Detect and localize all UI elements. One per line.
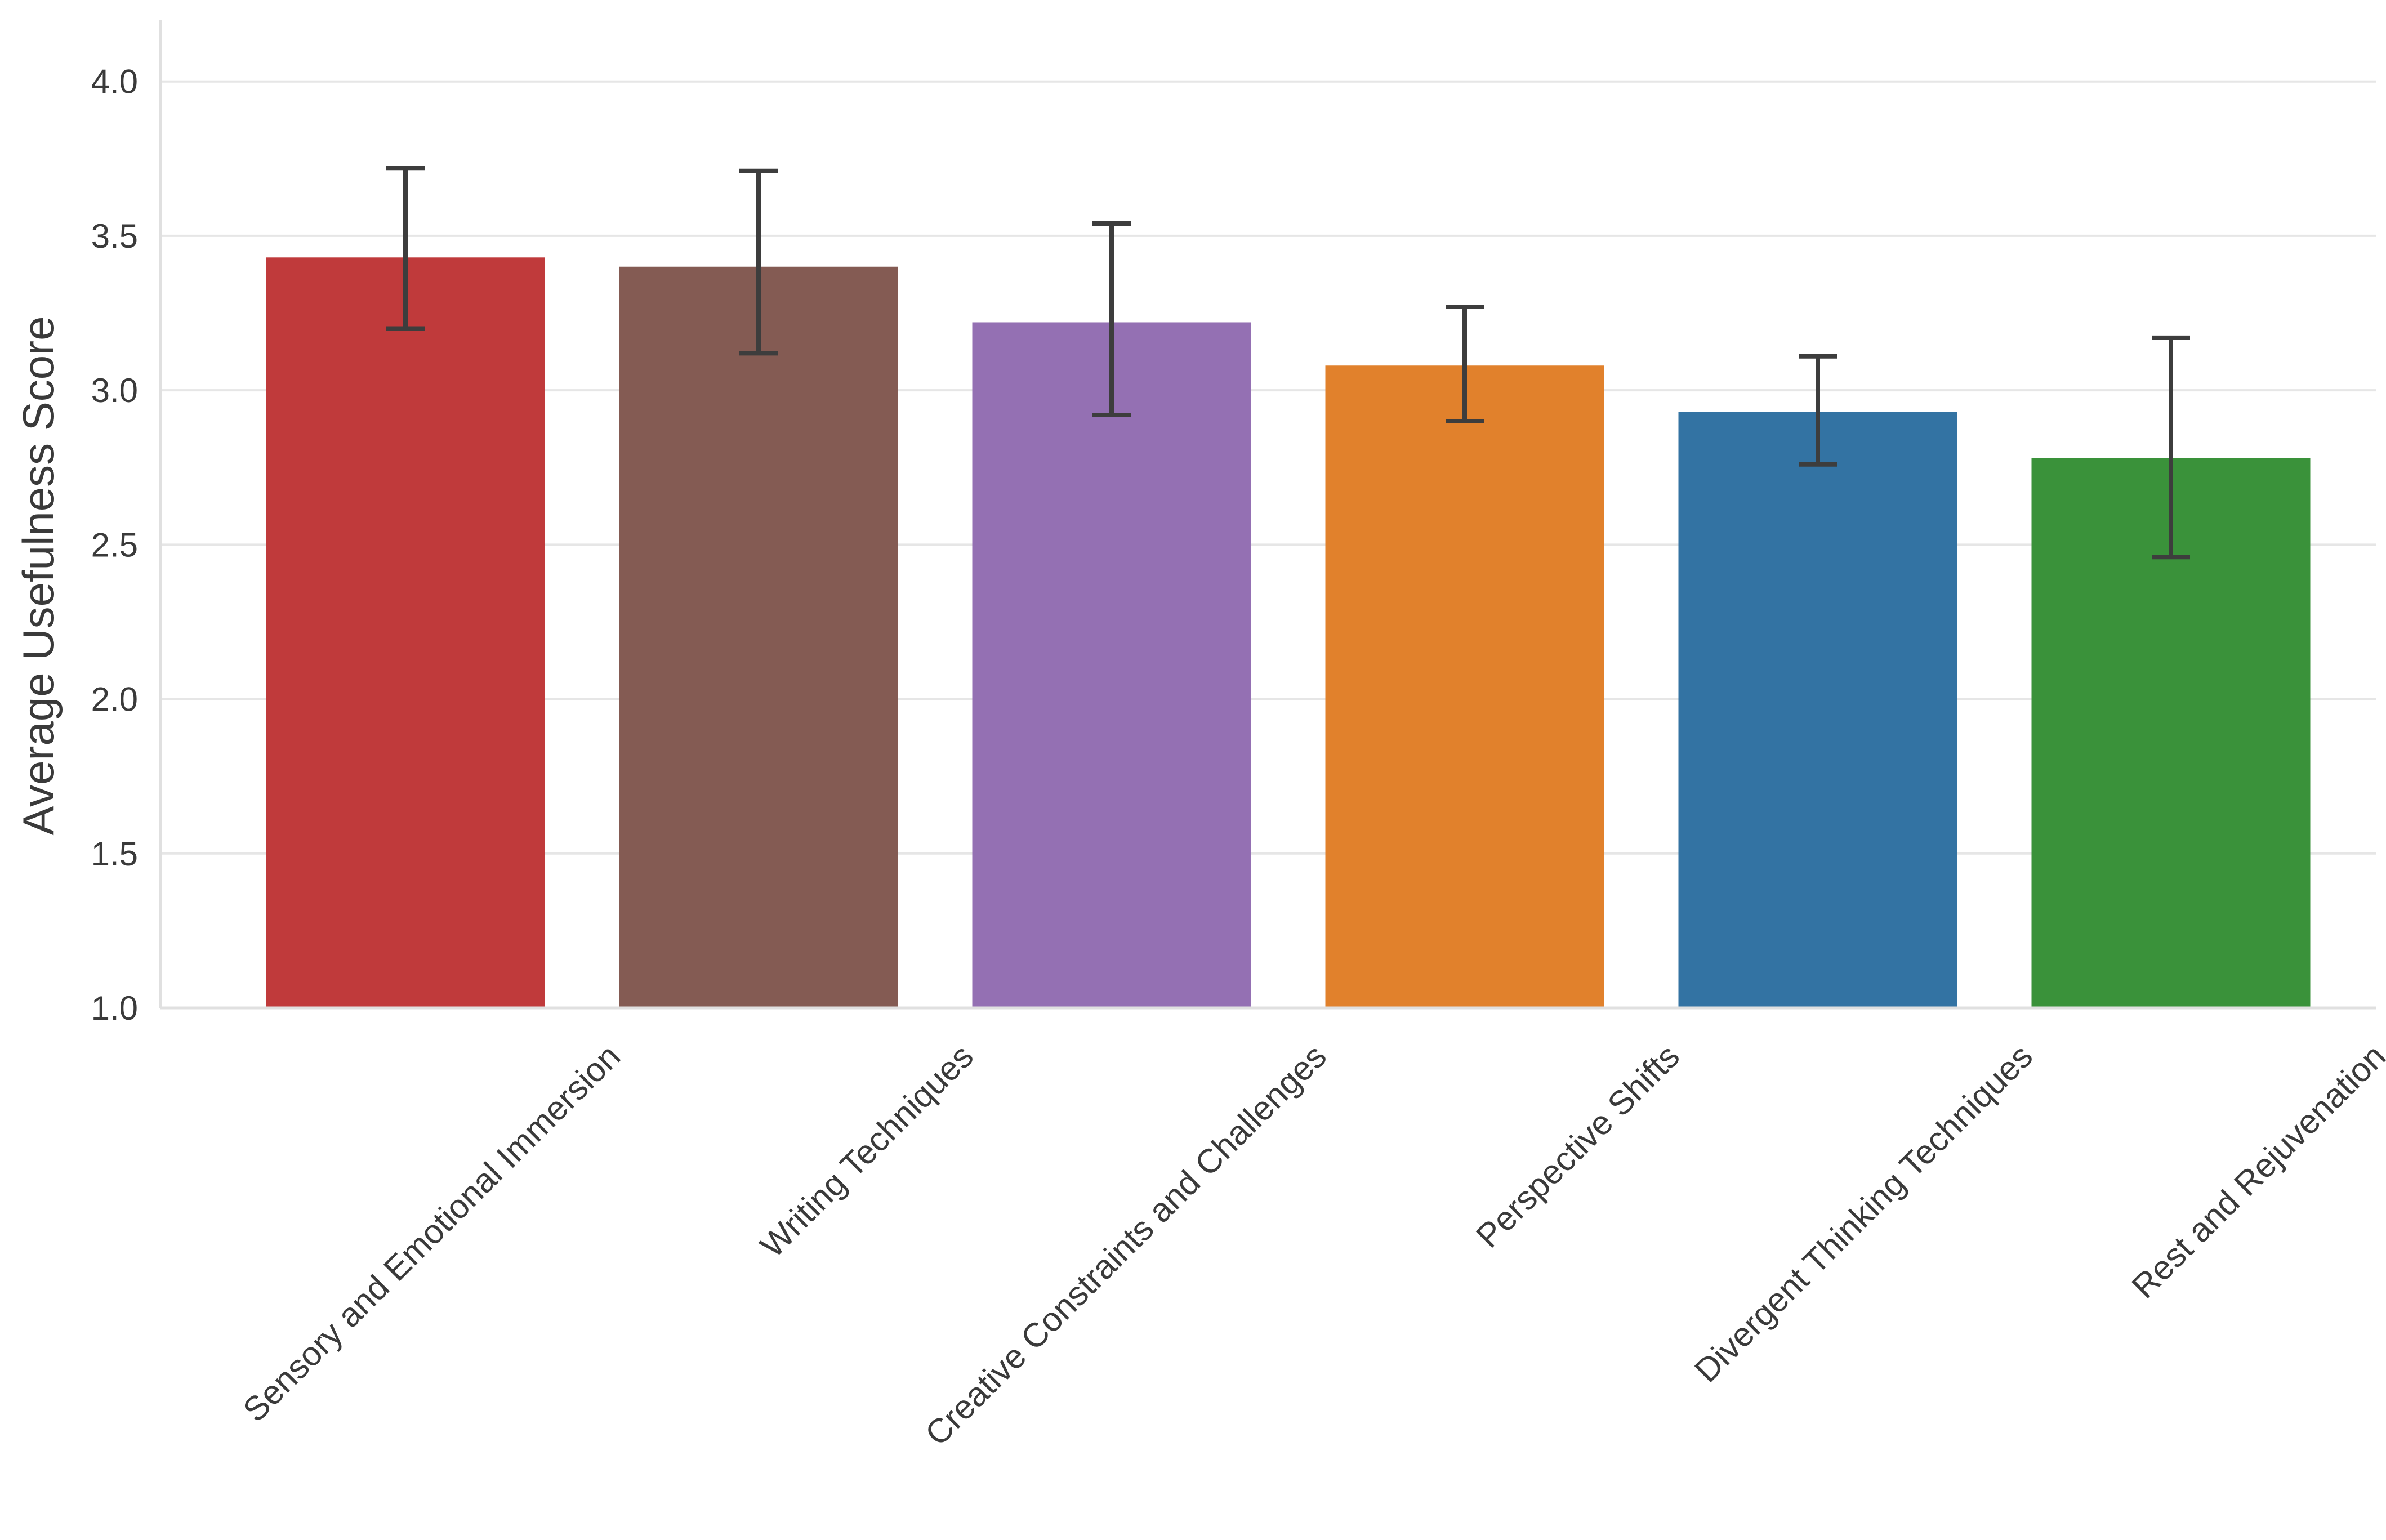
error-bar <box>1799 354 1837 467</box>
bar <box>1678 412 1957 1008</box>
error-bar <box>2152 335 2190 560</box>
bar <box>1325 365 1604 1008</box>
y-tick-label: 3.0 <box>91 372 138 409</box>
x-tick-labels: Sensory and Emotional Immersion Writing T… <box>235 1037 2386 1453</box>
y-axis-label: Average Usefulness Score <box>14 316 63 835</box>
error-bar <box>739 168 778 356</box>
x-tick-label: Writing Techniques <box>753 1037 980 1265</box>
y-tick-label: 2.5 <box>91 526 138 564</box>
bars <box>266 257 2311 1008</box>
y-tick-label: 1.5 <box>91 835 138 873</box>
y-tick-label: 2.0 <box>91 681 138 718</box>
y-tick-label: 3.5 <box>91 217 138 255</box>
error-bar <box>1446 305 1484 423</box>
x-tick-label: Divergent Thinking Techniques <box>1687 1037 2040 1390</box>
x-tick-label: Sensory and Emotional Immersion <box>235 1037 627 1429</box>
bar <box>266 257 545 1008</box>
x-tick-label: Perspective Shifts <box>1469 1037 1687 1255</box>
error-bar <box>1092 221 1131 417</box>
error-bar <box>386 166 425 331</box>
bar <box>619 266 898 1008</box>
error-bars <box>386 166 2190 560</box>
x-tick-label: Rest and Rejuvenation <box>2125 1037 2386 1306</box>
y-tick-label: 1.0 <box>91 989 138 1027</box>
y-tick-labels: 1.0 1.5 2.0 2.5 3.0 3.5 4.0 <box>91 63 138 1027</box>
axes <box>159 20 2376 1010</box>
bar <box>972 322 1251 1008</box>
y-tick-label: 4.0 <box>91 63 138 101</box>
x-tick-label: Creative Constraints and Challenges <box>918 1037 1334 1453</box>
